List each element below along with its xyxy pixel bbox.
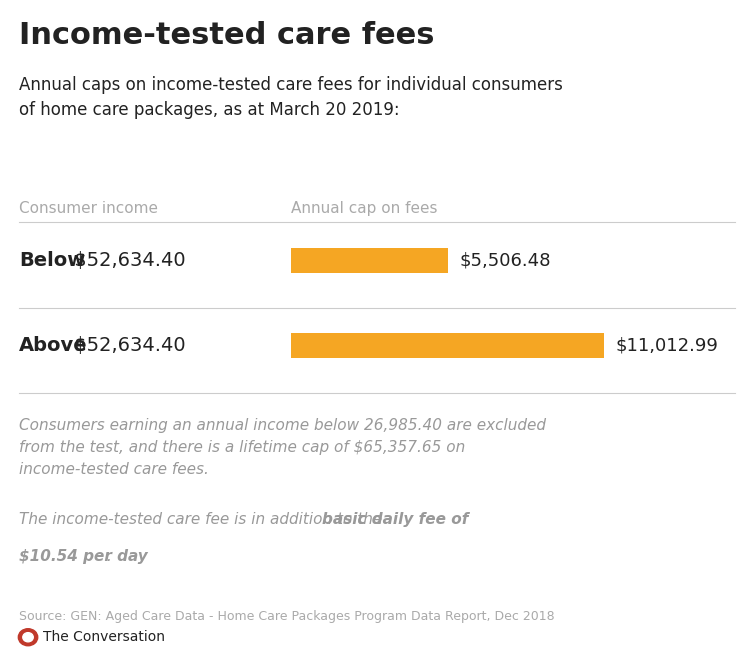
Text: Annual caps on income-tested care fees for individual consumers
of home care pac: Annual caps on income-tested care fees f… — [19, 76, 563, 119]
Text: $10.54 per day: $10.54 per day — [19, 549, 148, 564]
Text: $52,634.40: $52,634.40 — [68, 336, 185, 355]
Text: Source: GEN: Aged Care Data - Home Care Packages Program Data Report, Dec 2018: Source: GEN: Aged Care Data - Home Care … — [19, 610, 555, 623]
Bar — [291, 333, 605, 358]
Text: Annual cap on fees: Annual cap on fees — [291, 201, 438, 215]
Text: The income-tested care fee is in addition to the: The income-tested care fee is in additio… — [19, 512, 388, 526]
Text: .: . — [106, 549, 111, 564]
Text: The Conversation: The Conversation — [43, 631, 165, 644]
Text: basic daily fee of: basic daily fee of — [323, 512, 469, 526]
Text: Income-tested care fees: Income-tested care fees — [19, 21, 434, 50]
Text: $5,506.48: $5,506.48 — [459, 252, 550, 270]
Text: Above: Above — [19, 336, 87, 355]
Bar — [291, 249, 448, 273]
Text: Consumer income: Consumer income — [19, 201, 158, 215]
Circle shape — [23, 633, 33, 642]
Circle shape — [18, 629, 38, 646]
Text: $52,634.40: $52,634.40 — [68, 251, 185, 271]
Text: Below: Below — [19, 251, 85, 271]
Text: $11,012.99: $11,012.99 — [615, 337, 719, 355]
Text: Consumers earning an annual income below 26,985.40 are excluded
from the test, a: Consumers earning an annual income below… — [19, 418, 546, 477]
